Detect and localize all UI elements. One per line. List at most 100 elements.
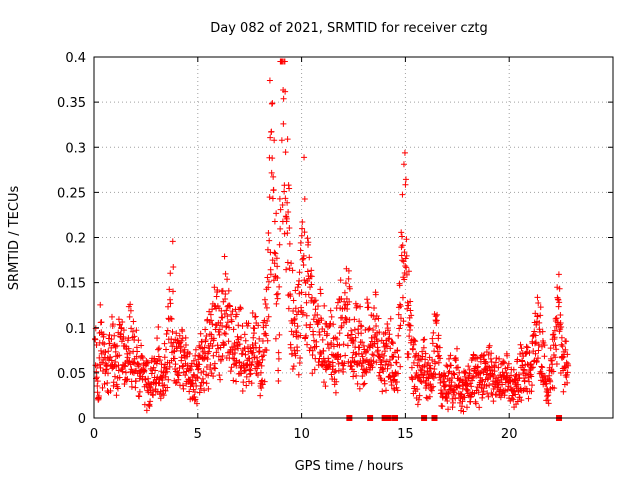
data-point <box>104 380 111 387</box>
data-point <box>371 340 378 347</box>
data-point <box>96 354 103 361</box>
x-tick-label: 5 <box>194 427 202 442</box>
data-point <box>345 267 352 274</box>
data-point <box>304 341 311 348</box>
data-point <box>234 333 241 340</box>
data-point <box>346 298 353 305</box>
data-point <box>136 393 143 400</box>
data-point <box>196 389 203 396</box>
data-point <box>518 397 525 404</box>
data-point <box>337 353 344 360</box>
data-point <box>407 307 414 314</box>
data-point <box>299 256 306 263</box>
data-point <box>208 317 215 324</box>
data-point <box>115 316 122 323</box>
plot-frame <box>93 56 614 419</box>
data-point <box>401 149 408 156</box>
data-point <box>345 275 352 282</box>
data-point <box>527 361 534 368</box>
data-point <box>304 268 311 275</box>
y-tick-label: 0.1 <box>65 322 86 337</box>
data-point <box>92 336 99 343</box>
data-point <box>139 354 146 361</box>
data-point <box>385 327 392 334</box>
data-point <box>281 188 288 195</box>
ticks: 0 5 10 15 20 0 0.05 0.1 0.15 0.2 0.25 0.3 0.35 0.4 <box>57 51 613 442</box>
data-point <box>535 347 542 354</box>
data-point <box>154 335 161 342</box>
data-point <box>251 325 258 332</box>
data-point <box>544 397 551 404</box>
data-point <box>564 351 571 358</box>
y-tick-label: 0.3 <box>65 141 86 156</box>
data-point <box>328 313 335 320</box>
data-point <box>558 334 565 341</box>
data-point <box>544 393 551 400</box>
data-point <box>387 315 394 322</box>
data-point <box>270 186 277 193</box>
data-point <box>446 355 453 362</box>
data-point <box>363 366 370 373</box>
data-point <box>558 323 565 330</box>
data-point <box>170 264 177 271</box>
data-point <box>292 352 299 359</box>
data-point <box>269 257 276 264</box>
data-point <box>129 369 136 376</box>
data-point <box>107 387 114 394</box>
data-point <box>240 379 247 386</box>
data-point <box>374 338 381 345</box>
data-point <box>397 363 404 370</box>
data-point <box>167 270 174 277</box>
data-point <box>381 380 388 387</box>
data-point <box>195 356 202 363</box>
data-point <box>242 351 249 358</box>
data-point <box>319 362 326 369</box>
data-point <box>304 235 311 242</box>
data-point <box>167 315 174 322</box>
data-point <box>531 328 538 335</box>
data-point <box>433 343 440 350</box>
data-point <box>120 333 127 340</box>
data-point <box>136 388 143 395</box>
data-point <box>232 346 239 353</box>
data-point <box>496 355 503 362</box>
data-point <box>389 340 396 347</box>
data-point <box>354 302 361 309</box>
data-point <box>156 345 163 352</box>
data-point <box>276 241 283 248</box>
data-point <box>150 392 157 399</box>
data-point <box>221 340 228 347</box>
data-point <box>460 408 467 415</box>
data-point <box>318 317 325 324</box>
data-point <box>529 333 536 340</box>
data-point <box>106 340 113 347</box>
data-point <box>155 353 162 360</box>
data-point <box>523 343 530 350</box>
data-point <box>341 360 348 367</box>
data-point <box>397 303 404 310</box>
data-point <box>439 403 446 410</box>
data-point <box>551 334 558 341</box>
data-point <box>432 371 439 378</box>
data-point <box>277 225 284 232</box>
data-point <box>418 367 425 374</box>
data-point <box>407 298 414 305</box>
data-point <box>486 382 493 389</box>
data-point <box>386 357 393 364</box>
data-point <box>272 250 279 257</box>
data-point <box>173 330 180 337</box>
data-point <box>296 277 303 284</box>
data-point <box>361 380 368 387</box>
data-point <box>279 202 286 209</box>
data-point <box>97 301 104 308</box>
data-point <box>479 391 486 398</box>
data-point <box>170 339 177 346</box>
data-point <box>311 366 318 373</box>
chart-title: Day 082 of 2021, SRMTID for receiver czt… <box>210 21 488 36</box>
data-point <box>283 215 290 222</box>
data-point <box>268 169 275 176</box>
data-point <box>507 397 514 404</box>
data-point <box>252 313 259 320</box>
data-point <box>230 355 237 362</box>
data-point <box>315 303 321 310</box>
